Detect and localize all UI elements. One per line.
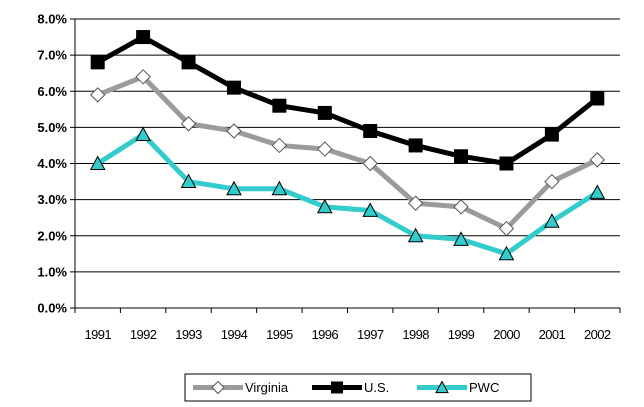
y-tick-label: 0.0% bbox=[37, 301, 67, 316]
data-point-us bbox=[454, 149, 469, 164]
data-point-pwc bbox=[589, 184, 606, 199]
x-tick-label: 1994 bbox=[221, 327, 248, 342]
data-point-virginia bbox=[544, 173, 560, 190]
data-point-pwc bbox=[226, 180, 242, 196]
data-point-us bbox=[363, 123, 378, 138]
data-point-pwc bbox=[453, 231, 469, 246]
y-tick-label: 1.0% bbox=[37, 264, 67, 279]
data-point-us bbox=[90, 55, 105, 70]
data-point-virginia bbox=[498, 220, 515, 237]
y-tick-label: 8.0% bbox=[37, 12, 67, 27]
y-tick-label: 4.0% bbox=[37, 156, 67, 171]
data-point-virginia bbox=[589, 152, 605, 168]
series-line-pwc bbox=[96, 132, 599, 257]
data-point-us bbox=[272, 98, 287, 113]
data-point-virginia bbox=[271, 137, 288, 154]
data-point-us bbox=[317, 105, 332, 120]
x-tick-label: 1996 bbox=[312, 327, 339, 342]
data-point-us bbox=[499, 156, 514, 171]
data-point-virginia bbox=[90, 87, 106, 103]
data-point-pwc bbox=[89, 155, 106, 170]
data-point-pwc bbox=[362, 202, 379, 217]
data-point-virginia bbox=[317, 141, 333, 157]
data-point-virginia bbox=[362, 155, 378, 172]
data-point-pwc bbox=[135, 126, 151, 142]
x-tick-label: 1998 bbox=[402, 327, 429, 342]
y-tick-label: 7.0% bbox=[37, 48, 67, 63]
legend-label: PWC bbox=[469, 380, 499, 395]
x-tick-label: 1992 bbox=[130, 327, 157, 342]
x-tick-label: 2002 bbox=[584, 327, 611, 342]
x-tick-label: 1999 bbox=[448, 327, 475, 342]
data-point-us bbox=[544, 127, 559, 142]
y-axis-ticks: 0.0% 1.0% 2.0% 3.0% 4.0% 5.0% 6.0% 7.0% 8.0% bbox=[37, 12, 75, 316]
legend: Virginia U.S. PWC bbox=[184, 373, 532, 402]
x-tick-label: 1997 bbox=[357, 327, 384, 342]
series-line-virginia bbox=[96, 74, 599, 232]
x-tick-label: 1993 bbox=[175, 327, 202, 342]
data-point-pwc bbox=[316, 198, 333, 214]
data-point-us bbox=[181, 55, 196, 70]
data-point-us bbox=[226, 80, 241, 95]
series-line-us bbox=[96, 34, 599, 166]
data-point-pwc bbox=[544, 213, 560, 228]
x-tick-label: 1995 bbox=[266, 327, 293, 342]
y-tick-label: 6.0% bbox=[37, 84, 67, 99]
series-us bbox=[90, 30, 605, 171]
series-pwc bbox=[89, 126, 606, 261]
data-point-pwc bbox=[180, 173, 197, 189]
legend-marker bbox=[435, 380, 449, 394]
legend-label: U.S. bbox=[364, 380, 389, 395]
x-tick-label: 1991 bbox=[84, 327, 111, 342]
legend-item-virginia: Virginia bbox=[193, 380, 289, 395]
data-point-virginia bbox=[407, 195, 424, 211]
legend-item-us: U.S. bbox=[312, 380, 389, 395]
legend-item-pwc: PWC bbox=[417, 380, 499, 395]
x-tick-label: 2000 bbox=[493, 327, 520, 342]
y-tick-label: 2.0% bbox=[37, 228, 67, 243]
legend-marker bbox=[211, 380, 225, 395]
y-tick-label: 5.0% bbox=[37, 120, 67, 135]
legend-marker bbox=[331, 381, 343, 394]
series-group bbox=[89, 30, 606, 261]
data-point-us bbox=[408, 138, 423, 153]
data-point-us bbox=[590, 91, 605, 106]
y-tick-label: 3.0% bbox=[37, 192, 67, 207]
series-virginia bbox=[90, 69, 605, 237]
data-point-pwc bbox=[407, 227, 424, 243]
gridlines bbox=[75, 18, 620, 273]
data-point-virginia bbox=[135, 69, 151, 85]
data-point-virginia bbox=[180, 116, 197, 132]
data-point-pwc bbox=[498, 245, 515, 261]
x-axis-ticks: 1991 1992 1993 1994 1995 1996 1997 1998 1999 2000… bbox=[74, 308, 621, 342]
data-point-virginia bbox=[226, 123, 242, 139]
legend-label: Virginia bbox=[245, 380, 289, 395]
data-point-virginia bbox=[453, 199, 469, 215]
x-tick-label: 2001 bbox=[539, 327, 566, 342]
data-point-us bbox=[136, 30, 151, 45]
data-point-pwc bbox=[271, 180, 288, 196]
